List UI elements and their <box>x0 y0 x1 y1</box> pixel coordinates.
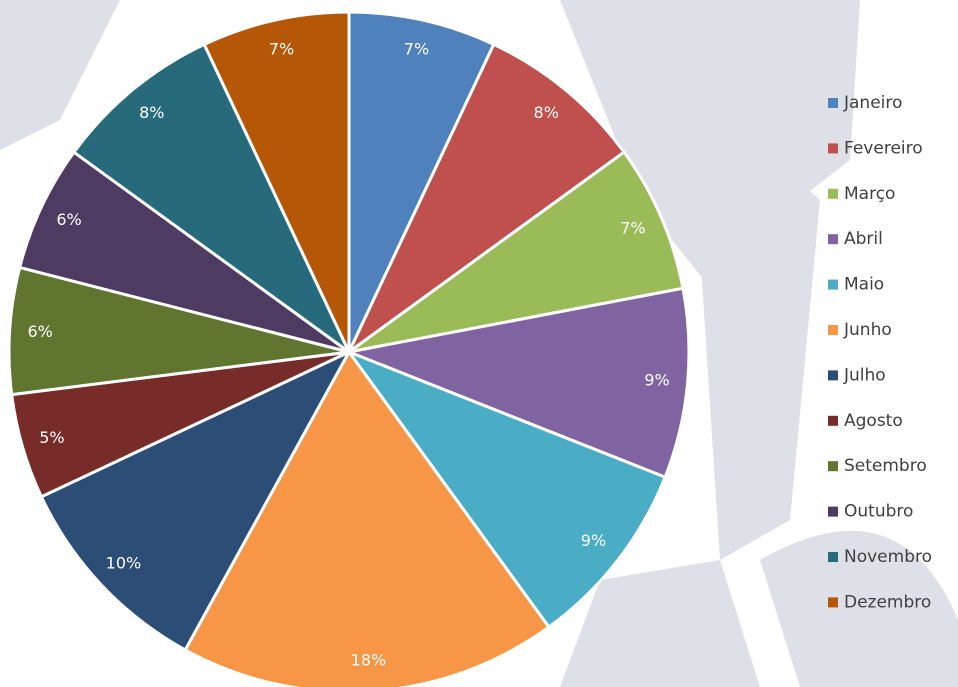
legend-swatch <box>828 234 838 245</box>
legend-label: Outubro <box>844 502 913 522</box>
data-label: 6% <box>28 322 53 341</box>
legend-swatch <box>828 98 838 108</box>
pie-slice <box>39 348 353 652</box>
data-label: 5% <box>39 428 64 447</box>
legend-label: Julho <box>843 365 886 385</box>
legend-swatch <box>828 325 838 335</box>
legend-swatch <box>828 461 838 472</box>
legend-swatch <box>828 597 838 608</box>
pie-slice <box>202 10 351 353</box>
data-label: 9% <box>581 531 606 550</box>
pie-slice <box>344 348 668 630</box>
pie-slice <box>71 42 351 354</box>
pie-slice <box>17 150 350 354</box>
legend-label: Novembro <box>844 547 932 567</box>
data-label: 18% <box>351 650 387 669</box>
data-label: 9% <box>644 371 669 390</box>
pie-slice <box>343 286 691 480</box>
data-label: 8% <box>534 103 559 122</box>
legend-label: Junho <box>843 320 892 340</box>
legend-label: Abril <box>844 229 883 249</box>
legend-label: Dezembro <box>844 592 931 612</box>
data-label: 8% <box>139 103 164 122</box>
pie-slice <box>347 42 627 354</box>
legend-swatch <box>828 415 838 426</box>
legend-label: Setembro <box>844 456 927 476</box>
legend-label: Agosto <box>844 411 903 431</box>
legend-swatch <box>828 552 838 562</box>
pie-slice <box>347 10 496 353</box>
data-label: 7% <box>620 219 645 238</box>
data-label: 7% <box>404 40 429 59</box>
pie-slice <box>7 265 350 397</box>
data-label: 10% <box>106 553 142 572</box>
data-label: 6% <box>56 210 81 229</box>
legend-swatch <box>828 188 838 199</box>
pie-slice <box>183 349 551 687</box>
data-label: 7% <box>269 40 294 59</box>
legend-label: Maio <box>844 275 884 295</box>
legend-swatch <box>828 506 838 517</box>
legend-label: Fevereiro <box>844 138 923 158</box>
legend-swatch <box>828 279 838 290</box>
pie-slice <box>348 150 685 354</box>
legend-swatch <box>828 370 838 381</box>
legend-label: Março <box>844 184 895 204</box>
legend-label: Janeiro <box>843 93 902 113</box>
legend-swatch <box>828 143 838 154</box>
